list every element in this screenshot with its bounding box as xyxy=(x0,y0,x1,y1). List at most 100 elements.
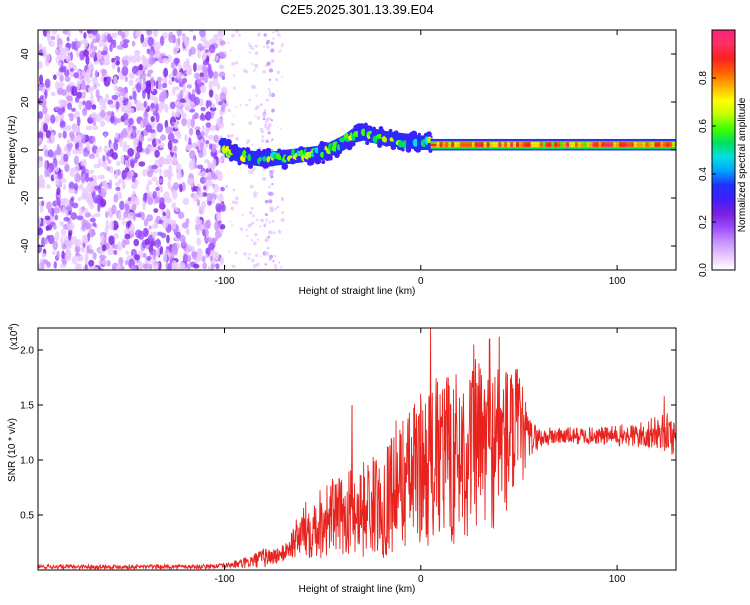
noise-blob xyxy=(219,91,227,102)
noise-speck xyxy=(280,49,282,51)
noise-blob xyxy=(75,40,81,49)
noise-blob xyxy=(182,197,190,206)
noise-speck xyxy=(227,108,231,112)
noise-blob xyxy=(186,84,192,89)
noise-speck xyxy=(265,139,269,144)
noise-speck xyxy=(268,172,272,176)
noise-blob xyxy=(153,110,158,117)
signal-band-cell xyxy=(577,142,581,148)
noise-blob xyxy=(172,112,178,118)
noise-blob xyxy=(143,110,149,121)
noise-speck xyxy=(250,239,253,242)
noise-blob xyxy=(59,74,64,82)
noise-blob xyxy=(103,145,109,153)
noise-speck xyxy=(274,207,277,211)
noise-blob xyxy=(61,88,67,97)
signal-band-cell xyxy=(557,142,561,148)
noise-blob xyxy=(90,41,94,50)
spectrogram-panel: -100 0 100 -40 -20 0 20 40 Height of straight … xyxy=(7,29,677,297)
snr-scale-exponent: 4 xyxy=(8,327,15,331)
noise-blob xyxy=(199,72,205,78)
noise-blob xyxy=(69,115,74,122)
noise-blob xyxy=(93,163,101,169)
noise-blob xyxy=(58,99,65,107)
signal-band-cell xyxy=(513,142,517,148)
noise-blob xyxy=(178,78,184,83)
signal-band-cell xyxy=(645,142,649,148)
noise-blob xyxy=(156,76,163,83)
noise-blob xyxy=(176,30,183,37)
noise-blob xyxy=(92,252,97,260)
noise-blob xyxy=(64,235,69,245)
noise-speck xyxy=(247,42,250,45)
spectrogram-y-ticks: -40 -20 0 20 40 xyxy=(20,48,676,253)
noise-blob xyxy=(119,200,125,211)
noise-blob xyxy=(56,172,63,180)
signal-band-cell xyxy=(580,142,584,148)
noise-blob xyxy=(128,79,134,87)
noise-speck xyxy=(264,251,269,256)
noise-blob xyxy=(128,95,133,101)
noise-blob xyxy=(65,204,73,212)
signal-band-cell xyxy=(486,142,490,148)
noise-blob xyxy=(150,145,158,152)
noise-speck xyxy=(239,104,242,107)
noise-blob xyxy=(206,219,211,230)
noise-blob xyxy=(69,131,75,138)
signal-halo xyxy=(351,142,356,147)
noise-blob xyxy=(38,160,44,168)
noise-speck xyxy=(274,30,279,33)
noise-blob xyxy=(172,264,179,270)
noise-blob xyxy=(158,178,164,183)
signal-halo xyxy=(405,147,412,153)
noise-blob xyxy=(185,227,190,236)
signal-blob xyxy=(262,156,267,162)
noise-blob xyxy=(147,169,153,178)
colorbar-tick-label: 0.8 xyxy=(698,71,709,85)
noise-blob xyxy=(127,147,135,157)
noise-blob xyxy=(38,174,44,183)
noise-speck xyxy=(243,252,247,256)
noise-blob xyxy=(208,135,214,140)
noise-speck xyxy=(224,265,227,268)
noise-blob xyxy=(85,100,93,111)
noise-blob xyxy=(55,115,59,123)
noise-blob xyxy=(122,59,129,68)
noise-blob xyxy=(196,78,202,85)
signal-band-cell xyxy=(533,142,537,148)
signal-blob xyxy=(360,128,366,137)
signal-band-cell xyxy=(483,142,487,148)
noise-blob xyxy=(52,224,57,230)
noise-blob xyxy=(150,116,155,122)
noise-blob xyxy=(156,122,164,133)
noise-blob xyxy=(216,211,222,222)
noise-blob xyxy=(111,152,118,160)
signal-band-cell xyxy=(454,142,458,148)
noise-blob xyxy=(87,144,91,152)
noise-blob xyxy=(124,159,129,167)
noise-speck xyxy=(238,33,241,37)
signal-halo xyxy=(365,141,370,146)
noise-blob xyxy=(213,183,220,193)
noise-blob xyxy=(157,231,163,236)
noise-blob xyxy=(105,93,110,102)
noise-blob xyxy=(215,55,219,62)
noise-blob xyxy=(208,89,214,98)
signal-band-cell xyxy=(636,142,640,148)
noise-blob xyxy=(106,166,111,172)
signal-band-cell xyxy=(477,142,481,148)
noise-blob xyxy=(204,127,209,139)
noise-speck xyxy=(253,191,257,195)
noise-speck xyxy=(261,135,265,138)
noise-speck xyxy=(273,254,277,258)
noise-blob xyxy=(136,145,143,153)
noise-blob xyxy=(98,38,103,48)
noise-speck xyxy=(248,211,253,215)
noise-blob xyxy=(95,148,99,159)
noise-speck xyxy=(263,224,266,227)
noise-blob xyxy=(115,265,122,270)
noise-blob xyxy=(138,161,146,167)
noise-speck xyxy=(270,41,274,45)
noise-blob xyxy=(98,145,103,153)
noise-blob xyxy=(153,50,161,59)
